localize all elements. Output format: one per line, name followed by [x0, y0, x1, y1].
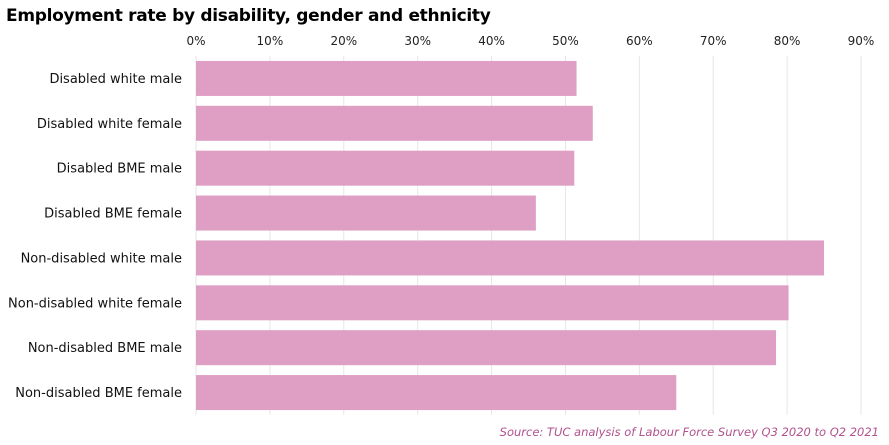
- category-label: Disabled BME male: [57, 162, 182, 177]
- bar: [196, 105, 593, 141]
- category-label: Disabled white male: [49, 72, 182, 87]
- x-tick-label: 0%: [186, 34, 205, 48]
- category-label: Non-disabled white female: [8, 296, 182, 311]
- category-label: Disabled white female: [37, 117, 182, 132]
- bar: [196, 60, 577, 96]
- bar: [196, 195, 536, 231]
- x-tick-label: 20%: [330, 34, 357, 48]
- chart-title: Employment rate by disability, gender an…: [6, 6, 491, 26]
- category-label: Non-disabled BME male: [28, 341, 182, 356]
- x-tick-label: 80%: [774, 34, 801, 48]
- bar: [196, 330, 777, 366]
- x-tick-label: 40%: [478, 34, 505, 48]
- x-tick-label: 10%: [257, 34, 284, 48]
- bar: [196, 150, 575, 186]
- x-tick-label: 50%: [552, 34, 579, 48]
- bar: [196, 240, 825, 276]
- category-label: Disabled BME female: [44, 207, 182, 222]
- bar: [196, 285, 789, 321]
- category-label: Non-disabled white male: [21, 251, 182, 266]
- x-tick-label: 70%: [700, 34, 727, 48]
- x-tick-label: 90%: [848, 34, 875, 48]
- bar: [196, 375, 677, 411]
- x-tick-label: 60%: [626, 34, 653, 48]
- source-note: Source: TUC analysis of Labour Force Sur…: [499, 425, 879, 439]
- category-label: Non-disabled BME female: [15, 386, 182, 401]
- x-tick-label: 30%: [404, 34, 431, 48]
